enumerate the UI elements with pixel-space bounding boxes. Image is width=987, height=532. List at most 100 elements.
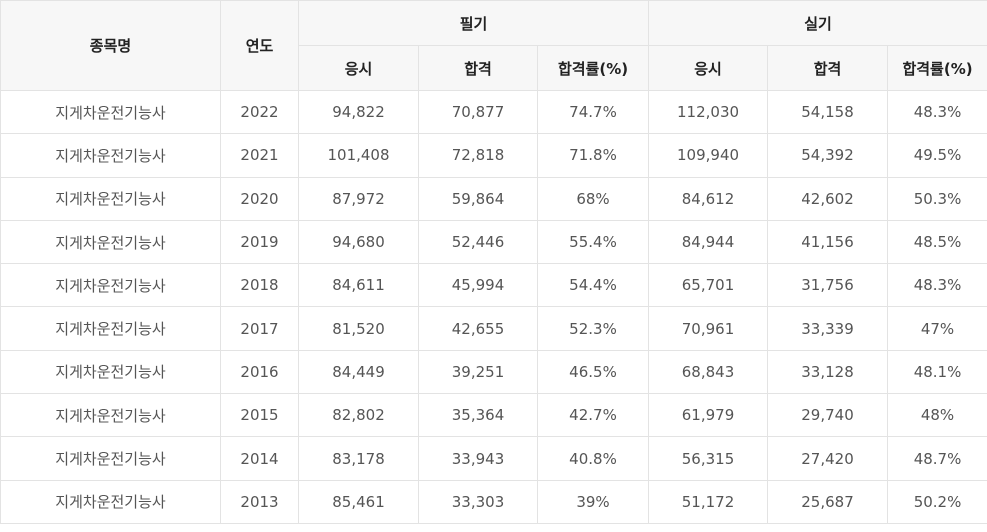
cell-practical-passed: 42,602: [767, 176, 889, 221]
cell-written-applied: 94,680: [298, 219, 419, 265]
cell-name: 지게차운전기능사: [0, 436, 221, 481]
table-row: 지게차운전기능사 2017 81,520 42,655 52.3% 70,961 33,33…: [0, 306, 987, 351]
cell-name: 지게차운전기능사: [0, 176, 221, 221]
cell-practical-applied: 84,612: [648, 176, 769, 221]
cell-year: 2020: [220, 176, 299, 221]
cell-practical-passed: 29,740: [767, 393, 889, 438]
cell-written-passed: 52,446: [418, 219, 538, 265]
cell-written-passed: 72,818: [418, 133, 538, 178]
table-row: 지게차운전기능사 2022 94,822 70,877 74.7% 112,030 54,1…: [0, 89, 987, 135]
cell-practical-passed: 27,420: [767, 436, 889, 481]
cell-practical-passed: 41,156: [767, 219, 889, 265]
cell-practical-applied: 70,961: [648, 306, 769, 351]
cell-written-applied: 101,408: [298, 133, 419, 178]
cell-practical-passed: 54,392: [767, 133, 889, 178]
cell-year: 2022: [220, 89, 299, 135]
cell-practical-applied: 65,701: [648, 263, 769, 308]
cell-written-passed: 35,364: [418, 393, 538, 438]
cell-practical-passed: 33,128: [767, 349, 889, 395]
header-written: 필기: [297, 0, 650, 46]
cell-written-passed: 70,877: [418, 89, 538, 135]
table-header: 종목명 연도 필기 실기 응시 합격 합격률(%) 응시 합격 합격률(%): [0, 0, 987, 91]
header-row-sub: 응시 합격 합격률(%) 응시 합격 합격률(%): [1, 45, 987, 91]
header-practical-passed: 합격: [767, 45, 889, 91]
cell-practical-rate: 48.3%: [887, 89, 987, 135]
table-row: 지게차운전기능사 2015 82,802 35,364 42.7% 61,979 29,74…: [0, 393, 987, 438]
cell-practical-rate: 50.2%: [887, 479, 987, 524]
cell-name: 지게차운전기능사: [0, 306, 221, 351]
cell-written-applied: 94,822: [298, 89, 419, 135]
cell-year: 2013: [220, 479, 299, 524]
cell-written-passed: 33,303: [418, 479, 538, 524]
table-row: 지게차운전기능사 2019 94,680 52,446 55.4% 84,944 41,15…: [0, 219, 987, 265]
header-practical: 실기: [648, 0, 987, 46]
cell-written-rate: 54.4%: [536, 263, 650, 308]
cell-written-rate: 40.8%: [536, 436, 650, 481]
cell-practical-rate: 48.1%: [887, 349, 987, 395]
cell-written-applied: 85,461: [298, 479, 419, 524]
header-year: 연도: [220, 0, 299, 91]
cell-written-applied: 81,520: [298, 306, 419, 351]
cell-year: 2021: [220, 133, 299, 178]
cell-year: 2019: [220, 219, 299, 265]
header-written-rate: 합격률(%): [536, 45, 650, 91]
cell-written-applied: 87,972: [298, 176, 419, 221]
cell-practical-rate: 47%: [887, 306, 987, 351]
cell-name: 지게차운전기능사: [0, 479, 221, 524]
table-row: 지게차운전기능사 2013 85,461 33,303 39% 51,172 25,687 5…: [0, 479, 987, 524]
header-practical-applied: 응시: [648, 45, 769, 91]
cell-year: 2015: [220, 393, 299, 438]
cell-year: 2014: [220, 436, 299, 481]
cell-practical-passed: 54,158: [767, 89, 889, 135]
cell-practical-applied: 84,944: [648, 219, 769, 265]
cell-practical-applied: 51,172: [648, 479, 769, 524]
cell-written-applied: 84,611: [298, 263, 419, 308]
cell-written-applied: 82,802: [298, 393, 419, 438]
cell-practical-rate: 48.7%: [887, 436, 987, 481]
cell-practical-rate: 49.5%: [887, 133, 987, 178]
cell-practical-rate: 48.3%: [887, 263, 987, 308]
cell-practical-applied: 56,315: [648, 436, 769, 481]
cell-practical-applied: 61,979: [648, 393, 769, 438]
table-body: 지게차운전기능사 2022 94,822 70,877 74.7% 112,030 54,1…: [0, 89, 987, 524]
cell-name: 지게차운전기능사: [0, 349, 221, 395]
table-row: 지게차운전기능사 2014 83,178 33,943 40.8% 56,315 27,42…: [0, 436, 987, 481]
cell-written-rate: 68%: [536, 176, 650, 221]
cell-name: 지게차운전기능사: [0, 263, 221, 308]
table-row: 지게차운전기능사 2020 87,972 59,864 68% 84,612 42,602 5…: [0, 176, 987, 221]
cell-name: 지게차운전기능사: [0, 133, 221, 178]
cell-practical-passed: 31,756: [767, 263, 889, 308]
table-row: 지게차운전기능사 2018 84,611 45,994 54.4% 65,701 31,75…: [0, 263, 987, 308]
cell-written-passed: 59,864: [418, 176, 538, 221]
table-row: 지게차운전기능사 2016 84,449 39,251 46.5% 68,843 33,12…: [0, 349, 987, 395]
cell-practical-rate: 48.5%: [887, 219, 987, 265]
cell-written-applied: 84,449: [298, 349, 419, 395]
cell-written-passed: 42,655: [418, 306, 538, 351]
cell-written-applied: 83,178: [298, 436, 419, 481]
cell-name: 지게차운전기능사: [0, 219, 221, 265]
cell-practical-passed: 33,339: [767, 306, 889, 351]
cell-written-passed: 39,251: [418, 349, 538, 395]
cell-practical-rate: 48%: [887, 393, 987, 438]
cell-name: 지게차운전기능사: [0, 89, 221, 135]
header-name: 종목명: [0, 0, 221, 91]
cell-written-rate: 52.3%: [536, 306, 650, 351]
cell-written-rate: 46.5%: [536, 349, 650, 395]
header-written-applied: 응시: [298, 45, 419, 91]
cell-practical-applied: 68,843: [648, 349, 769, 395]
cell-practical-applied: 112,030: [648, 89, 769, 135]
cell-written-rate: 55.4%: [536, 219, 650, 265]
cell-written-rate: 39%: [536, 479, 650, 524]
table-row: 지게차운전기능사 2021 101,408 72,818 71.8% 109,940 54,…: [0, 133, 987, 178]
header-row-group: 종목명 연도 필기 실기: [0, 0, 987, 91]
cell-written-passed: 33,943: [418, 436, 538, 481]
header-practical-rate: 합격률(%): [887, 45, 987, 91]
cell-written-rate: 42.7%: [536, 393, 650, 438]
cell-written-rate: 74.7%: [536, 89, 650, 135]
cell-written-rate: 71.8%: [536, 133, 650, 178]
cell-year: 2017: [220, 306, 299, 351]
header-written-passed: 합격: [418, 45, 538, 91]
cell-practical-rate: 50.3%: [887, 176, 987, 221]
cell-year: 2018: [220, 263, 299, 308]
